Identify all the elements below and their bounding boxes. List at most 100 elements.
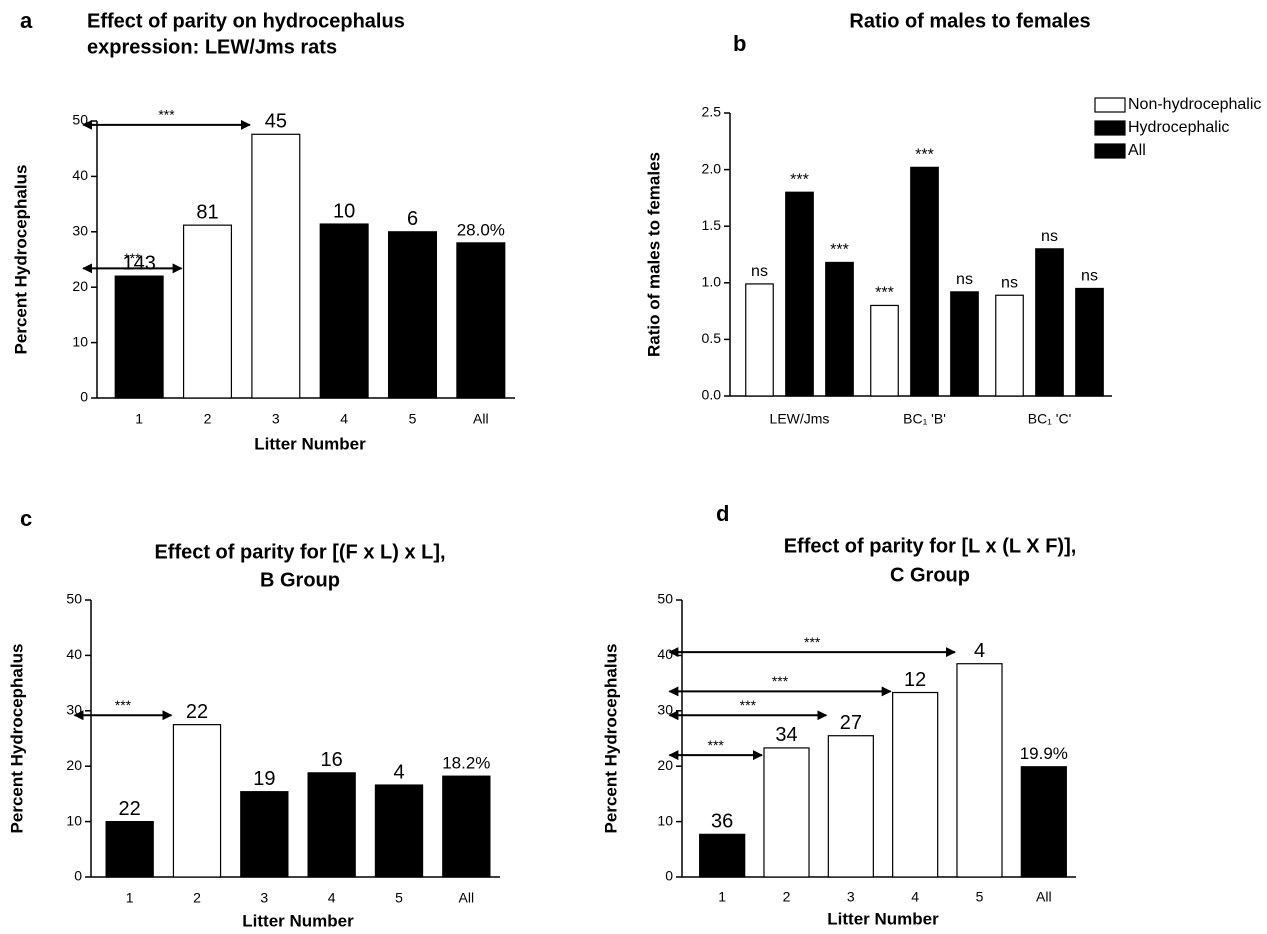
y-axis-label: Ratio of males to females — [644, 152, 663, 357]
chart-title: C Group — [890, 564, 970, 586]
x-tick-label: All — [473, 411, 489, 427]
bar — [910, 166, 939, 397]
x-tick-label: 5 — [395, 890, 403, 906]
y-tick-label: 10 — [72, 333, 88, 349]
significance-label: *** — [804, 634, 821, 650]
bar — [1020, 766, 1067, 878]
y-tick-label: 0 — [665, 868, 673, 884]
bar-label: 19 — [253, 768, 275, 790]
bar — [387, 231, 438, 399]
bar-label: ns — [956, 271, 973, 288]
chart-title: B Group — [260, 569, 340, 591]
bar — [182, 224, 233, 399]
x-tick-label: 5 — [409, 411, 417, 427]
bar — [1035, 248, 1064, 397]
chart-title: Effect of parity for [(F x L) x L], — [154, 541, 445, 563]
bar — [319, 223, 369, 399]
y-tick-label: 2.0 — [702, 160, 722, 176]
bar-label: ns — [1081, 268, 1098, 285]
bar — [950, 291, 979, 397]
y-tick-label: 0 — [74, 868, 82, 884]
bar-label: 28.0% — [457, 220, 505, 239]
bar — [763, 747, 810, 878]
significance-label: *** — [158, 107, 175, 123]
y-tick-label: 50 — [657, 591, 673, 607]
y-tick-label: 10 — [657, 812, 673, 828]
significance-label: *** — [124, 250, 141, 266]
y-axis-label: Percent Hydrocephalus — [601, 644, 620, 834]
bar — [956, 663, 1003, 878]
significance-label: *** — [115, 697, 132, 713]
y-tick-label: 40 — [72, 167, 88, 183]
bar — [995, 294, 1024, 397]
bar-label: 6 — [407, 208, 418, 230]
bar-label: 12 — [904, 669, 926, 691]
y-tick-label: 0 — [80, 389, 88, 405]
bar — [825, 261, 854, 397]
x-tick-label: 1 — [135, 411, 143, 427]
bar-label: *** — [875, 285, 894, 302]
bar-label: 22 — [119, 798, 141, 820]
bar-label: 19.9% — [1020, 744, 1068, 763]
y-tick-label: 0.0 — [702, 387, 722, 403]
bar-label: 34 — [775, 724, 797, 746]
significance-label: *** — [708, 737, 725, 753]
bar-label: *** — [830, 242, 849, 259]
x-tick-label: 1 — [718, 889, 726, 905]
x-tick-label: LEW/Jms — [770, 411, 830, 427]
y-tick-label: 2.5 — [702, 104, 722, 120]
bar-label: 4 — [393, 761, 404, 783]
bar-label: ns — [1001, 274, 1018, 291]
bar-label: ns — [751, 263, 768, 280]
bar-label: 45 — [265, 111, 287, 133]
x-tick-label: 2 — [204, 411, 212, 427]
bar-label: 36 — [711, 811, 733, 833]
bar — [442, 775, 491, 878]
bar-label: ns — [1041, 228, 1058, 245]
y-tick-label: 0.5 — [702, 330, 722, 346]
x-tick-label: 3 — [260, 890, 268, 906]
bar — [456, 242, 506, 399]
x-tick-label: All — [459, 890, 475, 906]
bar — [374, 784, 424, 878]
chart-title: Ratio of males to females — [849, 10, 1090, 32]
panel-letter: b — [733, 31, 746, 56]
chart-title: expression: LEW/Jms rats — [87, 36, 337, 58]
legend-swatch — [1094, 97, 1126, 113]
y-tick-label: 1.5 — [702, 217, 722, 233]
y-tick-label: 40 — [657, 646, 673, 662]
y-tick-label: 20 — [657, 757, 673, 773]
x-tick-label: BC₁ 'B' — [903, 411, 946, 427]
bar — [785, 191, 814, 397]
legend-swatch — [1094, 120, 1126, 136]
bar — [251, 133, 301, 399]
chart-title: Effect of parity on hydrocephalus — [87, 10, 405, 32]
x-tick-label: 4 — [328, 890, 336, 906]
y-axis-label: Percent Hydrocephalus — [11, 165, 30, 355]
bar — [1075, 287, 1104, 397]
bar — [307, 772, 356, 878]
bar — [105, 820, 154, 878]
bar-label: 22 — [186, 701, 208, 723]
x-tick-label: 4 — [911, 889, 919, 905]
legend-label: All — [1128, 142, 1146, 159]
panel-letter: c — [20, 506, 32, 531]
significance-label: *** — [772, 673, 789, 689]
x-tick-label: 2 — [193, 890, 201, 906]
y-tick-label: 1.0 — [702, 274, 722, 290]
x-tick-label: 1 — [126, 890, 134, 906]
bar — [892, 691, 939, 878]
panel-letter: a — [20, 8, 33, 33]
bar — [240, 791, 289, 878]
x-axis-label: Litter Number — [242, 911, 354, 930]
bar — [172, 724, 222, 878]
legend-swatch — [1094, 143, 1126, 159]
bar — [745, 283, 774, 397]
x-axis-label: Litter Number — [254, 434, 366, 453]
bar-label: 4 — [974, 640, 985, 662]
bar-label: 27 — [840, 712, 862, 734]
x-tick-label: 3 — [847, 889, 855, 905]
significance-label: *** — [740, 697, 757, 713]
x-tick-label: 5 — [976, 889, 984, 905]
